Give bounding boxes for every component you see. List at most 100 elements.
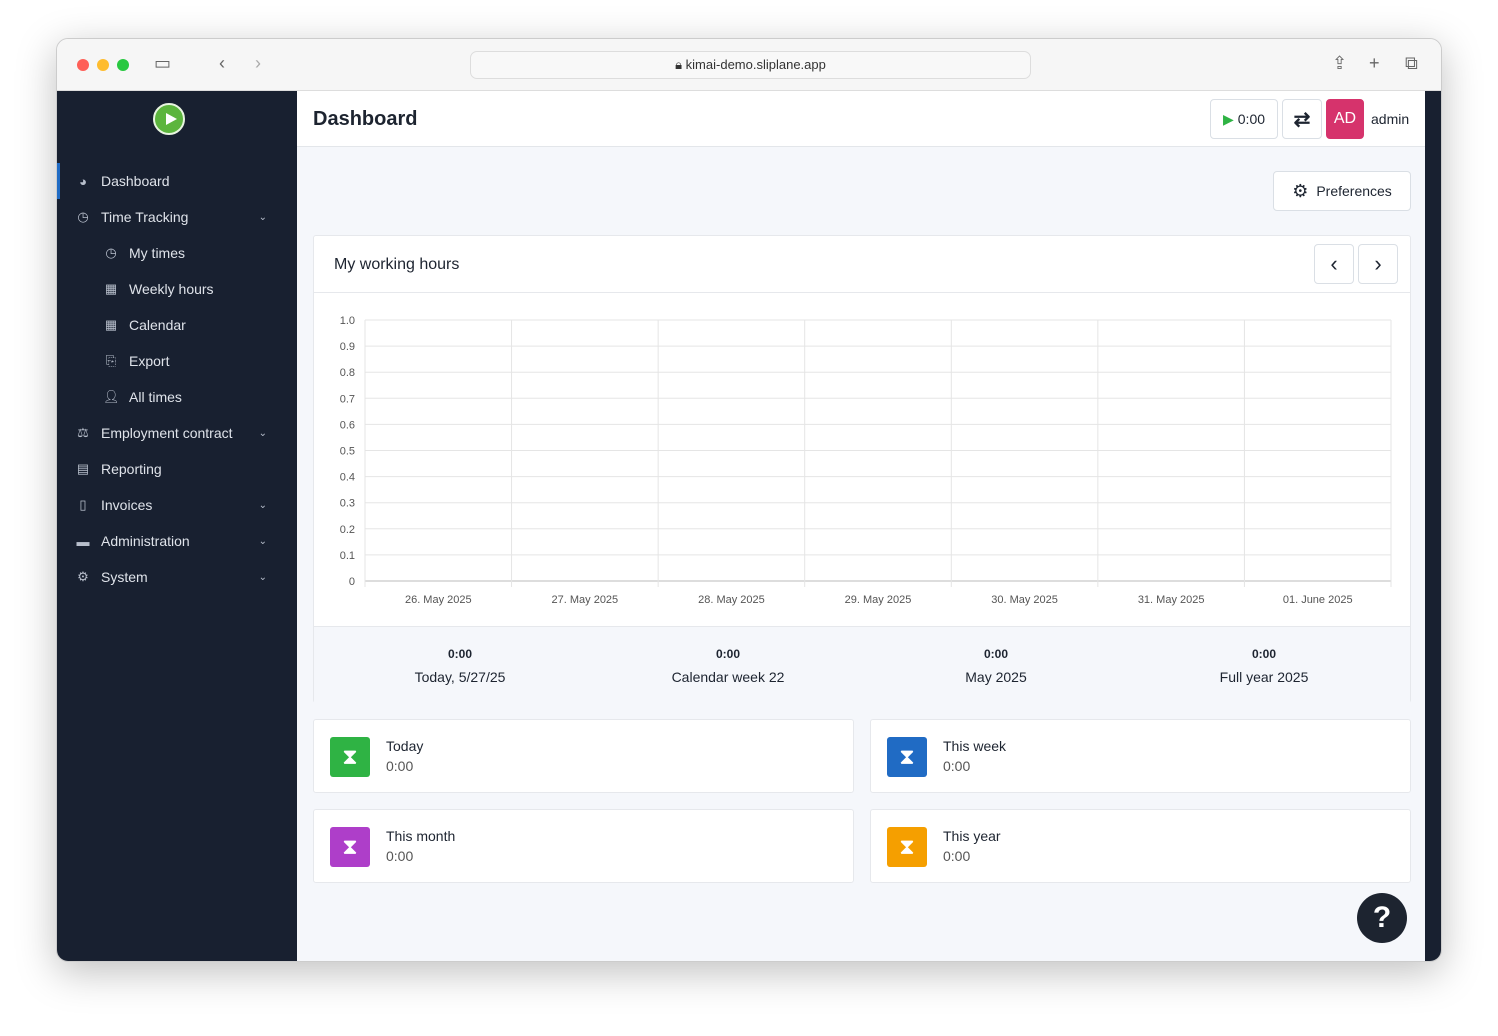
working-hours-chart: 0 0.1 0.2 0.3 0.4 0.5 0.6 0.7 0.8 0.9 1.0 26. May 2… xyxy=(340,315,1392,606)
help-button[interactable]: ? xyxy=(1357,893,1407,943)
url-text: kimai-demo.sliplane.app xyxy=(685,57,826,72)
restart-button[interactable]: ⇄ xyxy=(1282,99,1322,139)
x-tick-label: 01. June 2025 xyxy=(1283,594,1353,606)
sidebar-item-calendar[interactable]: ▦ Calendar xyxy=(57,307,297,343)
hourglass-icon: ⧗ xyxy=(887,737,927,777)
sidebar-item-label: Export xyxy=(129,353,170,369)
summary-stat: 0:00 Today, 5/27/25 xyxy=(330,647,590,685)
y-tick-label: 0.1 xyxy=(340,550,355,562)
sidebar-item-time-tracking[interactable]: ◷ Time Tracking ⌄ xyxy=(57,199,297,235)
sidebar-item-label: Invoices xyxy=(101,497,153,513)
y-tick-label: 0.5 xyxy=(340,446,355,458)
timer-value: 0:00 xyxy=(1237,111,1266,127)
summary-stat: 0:00 Full year 2025 xyxy=(1134,647,1394,685)
sidebar-item-system[interactable]: ⚙ System ⌄ xyxy=(57,559,297,595)
card-value: 0:00 xyxy=(943,848,971,864)
sidebar-item-administration[interactable]: ▬ Administration ⌄ xyxy=(57,523,297,559)
toolbox-icon: ▬ xyxy=(76,533,90,549)
scale-icon: ⚖ xyxy=(77,425,89,440)
sidebar: ◕ Dashboard ◷ Time Tracking ⌄ ◷ My times ▦ Weekl… xyxy=(57,91,297,961)
preferences-button[interactable]: ⚙ Preferences xyxy=(1273,171,1411,211)
clock-icon: ◷ xyxy=(105,245,117,260)
y-tick-label: 0.7 xyxy=(340,393,355,405)
scrollbar-track[interactable] xyxy=(1425,91,1441,961)
sidebar-item-label: Time Tracking xyxy=(101,209,189,225)
users-clock-icon: 👤︎ xyxy=(103,389,120,404)
kimai-logo[interactable] xyxy=(153,103,185,135)
share-icon[interactable]: ⇪ xyxy=(1332,53,1348,73)
sidebar-item-reporting[interactable]: ▤ Reporting xyxy=(57,451,297,487)
sidebar-toggle-icon[interactable]: ▭ xyxy=(154,53,172,73)
chevron-right-icon: › xyxy=(1374,251,1382,276)
sidebar-item-my-times[interactable]: ◷ My times xyxy=(57,235,297,271)
card-title: Today xyxy=(386,738,424,754)
sidebar-item-invoices[interactable]: ▯ Invoices ⌄ xyxy=(57,487,297,523)
maximize-window-button[interactable] xyxy=(117,59,129,71)
card-value: 0:00 xyxy=(943,758,971,774)
sidebar-item-employment-contract[interactable]: ⚖ Employment contract ⌄ xyxy=(57,415,297,451)
x-tick-label: 28. May 2025 xyxy=(698,594,765,606)
summary-value: 0:00 xyxy=(1251,647,1277,661)
sidebar-item-label: My times xyxy=(129,245,185,261)
calendar-icon: ▦ xyxy=(104,317,118,332)
avatar[interactable]: AD xyxy=(1326,99,1364,139)
tabs-overview-icon[interactable]: ⧉ xyxy=(1405,53,1418,73)
invoice-icon: ▯ xyxy=(79,497,87,512)
summary-value: 0:00 xyxy=(983,647,1009,661)
sidebar-item-export[interactable]: ⎘ Export xyxy=(57,343,297,379)
main-content: Dashboard ▶ 0:00 ⇄ AD admin ⚙ Preferences … xyxy=(297,91,1427,961)
sidebar-item-label: Administration xyxy=(101,533,190,549)
chevron-down-icon: ⌄ xyxy=(258,571,267,583)
hourglass-icon: ⧗ xyxy=(330,827,370,867)
chevron-down-icon: ⌄ xyxy=(258,211,267,223)
summary-label: Calendar week 22 xyxy=(671,669,785,685)
sidebar-item-label: System xyxy=(101,569,148,585)
y-tick-label: 0.4 xyxy=(340,472,355,484)
export-icon: ⎘ xyxy=(105,353,117,368)
next-week-button[interactable]: › xyxy=(1358,244,1398,284)
page-header: Dashboard ▶ 0:00 ⇄ AD admin xyxy=(297,91,1427,147)
new-tab-icon[interactable]: + xyxy=(1369,53,1380,73)
card-value: 0:00 xyxy=(386,758,414,774)
browser-toolbar: ▭ ‹ › 🔒︎ kimai-demo.sliplane.app ⇪ + ⧉ xyxy=(57,39,1441,91)
chevron-down-icon: ⌄ xyxy=(258,427,267,439)
gear-icon: ⚙ xyxy=(77,569,89,584)
x-tick-label: 29. May 2025 xyxy=(845,594,912,606)
close-window-button[interactable] xyxy=(77,59,89,71)
sidebar-item-all-times[interactable]: 👤︎ All times xyxy=(57,379,297,415)
stat-card-this-month: ⧗ This month 0:00 xyxy=(313,809,854,883)
sidebar-item-label: Calendar xyxy=(129,317,186,333)
y-tick-label: 0.3 xyxy=(340,498,355,510)
y-tick-label: 0.8 xyxy=(340,367,355,379)
back-icon[interactable]: ‹ xyxy=(219,53,225,73)
card-title: My working hours xyxy=(334,256,460,273)
forward-icon[interactable]: › xyxy=(255,53,261,73)
previous-week-button[interactable]: ‹ xyxy=(1314,244,1354,284)
play-icon: ▶ xyxy=(1222,110,1234,127)
stat-card-today: ⧗ Today 0:00 xyxy=(313,719,854,793)
browser-window: ▭ ‹ › 🔒︎ kimai-demo.sliplane.app ⇪ + ⧉ ◕… xyxy=(56,38,1442,962)
preferences-label: Preferences xyxy=(1316,183,1392,199)
x-tick-label: 26. May 2025 xyxy=(405,594,472,606)
divider xyxy=(314,292,1410,293)
card-title: This year xyxy=(943,828,1001,844)
sidebar-item-label: Reporting xyxy=(101,461,162,477)
gear-icon: ⚙ xyxy=(1292,180,1309,201)
chevron-down-icon: ⌄ xyxy=(258,535,267,547)
minimize-window-button[interactable] xyxy=(97,59,109,71)
x-tick-label: 31. May 2025 xyxy=(1138,594,1205,606)
chevron-down-icon: ⌄ xyxy=(258,499,267,511)
address-bar[interactable]: 🔒︎ kimai-demo.sliplane.app xyxy=(470,51,1031,79)
page-title: Dashboard xyxy=(313,108,418,130)
user-name[interactable]: admin xyxy=(1371,111,1410,127)
sidebar-item-label: Weekly hours xyxy=(129,281,214,297)
summary-stat: 0:00 May 2025 xyxy=(866,647,1126,685)
sidebar-item-label: Dashboard xyxy=(101,173,170,189)
card-title: This week xyxy=(943,738,1007,754)
hourglass-icon: ⧗ xyxy=(330,737,370,777)
card-value: 0:00 xyxy=(386,848,414,864)
working-hours-card: My working hours ‹ › 0 0.1 0.2 0.3 0.4 0.5 0.6… xyxy=(313,235,1411,704)
sidebar-item-dashboard[interactable]: ◕ Dashboard xyxy=(57,163,297,199)
sidebar-item-weekly-hours[interactable]: ▦ Weekly hours xyxy=(57,271,297,307)
start-timer-button[interactable]: ▶ 0:00 xyxy=(1210,99,1278,139)
